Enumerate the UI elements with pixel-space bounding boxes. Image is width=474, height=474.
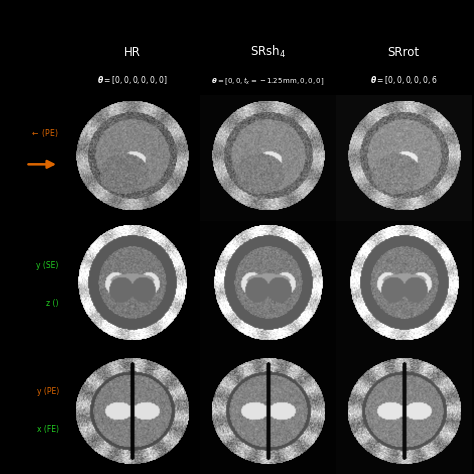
Text: SRrot: SRrot <box>388 46 420 59</box>
Text: $\boldsymbol{\theta} = [0,0,0,0,0,6$: $\boldsymbol{\theta} = [0,0,0,0,0,6$ <box>370 73 438 85</box>
Text: $\boldsymbol{\theta} = [0,0, t_x = -1.25\,\mathrm{mm}, 0,0,0]$: $\boldsymbol{\theta} = [0,0, t_x = -1.25… <box>211 76 325 88</box>
Text: y (SE): y (SE) <box>36 261 59 270</box>
Text: $\boldsymbol{\theta} = [0,0,0,0,0,0]$: $\boldsymbol{\theta} = [0,0,0,0,0,0]$ <box>97 73 167 85</box>
Text: HR: HR <box>124 46 140 59</box>
Text: $\leftarrow$ (PE): $\leftarrow$ (PE) <box>30 127 59 139</box>
Text: y (PE): y (PE) <box>36 387 59 396</box>
Text: z (): z () <box>46 299 59 308</box>
Text: x (FE): x (FE) <box>37 425 59 434</box>
Text: SRsh$_4$: SRsh$_4$ <box>250 44 286 60</box>
